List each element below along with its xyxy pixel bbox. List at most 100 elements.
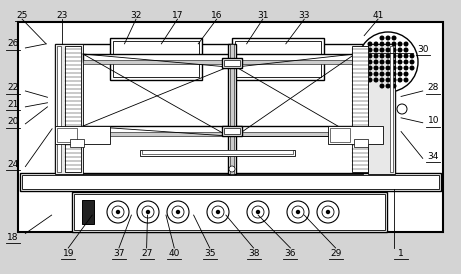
Text: 16: 16 xyxy=(211,11,222,19)
Circle shape xyxy=(397,104,407,114)
Text: 21: 21 xyxy=(7,100,18,109)
Bar xyxy=(235,41,321,77)
Bar xyxy=(72,192,387,232)
Bar xyxy=(368,44,395,174)
Circle shape xyxy=(392,60,396,64)
Circle shape xyxy=(374,72,378,76)
Text: 20: 20 xyxy=(7,118,18,126)
Circle shape xyxy=(362,66,366,70)
Bar xyxy=(83,132,363,136)
Circle shape xyxy=(117,210,119,213)
Text: 29: 29 xyxy=(330,249,341,258)
Text: 1: 1 xyxy=(398,249,404,258)
Circle shape xyxy=(386,84,390,88)
Bar xyxy=(55,44,395,174)
Circle shape xyxy=(374,42,378,46)
Circle shape xyxy=(404,42,408,46)
Circle shape xyxy=(147,210,149,213)
Circle shape xyxy=(386,78,390,82)
Circle shape xyxy=(322,206,334,218)
Circle shape xyxy=(326,210,330,213)
Circle shape xyxy=(177,210,179,213)
Circle shape xyxy=(386,72,390,76)
Circle shape xyxy=(368,42,372,46)
Circle shape xyxy=(380,60,384,64)
Circle shape xyxy=(362,60,366,64)
Circle shape xyxy=(368,78,372,82)
Text: 28: 28 xyxy=(428,83,439,92)
Bar xyxy=(55,44,83,174)
Text: 35: 35 xyxy=(204,249,215,258)
Circle shape xyxy=(386,60,390,64)
Bar xyxy=(18,22,443,232)
Circle shape xyxy=(392,78,396,82)
Circle shape xyxy=(392,72,396,76)
Circle shape xyxy=(404,78,408,82)
Circle shape xyxy=(137,201,159,223)
Bar xyxy=(142,150,293,154)
Circle shape xyxy=(229,166,235,172)
Bar xyxy=(352,46,368,172)
Bar xyxy=(57,128,77,142)
Circle shape xyxy=(398,66,402,70)
Bar xyxy=(140,150,295,156)
Circle shape xyxy=(386,54,390,58)
Bar xyxy=(83,126,363,134)
Text: 22: 22 xyxy=(7,83,18,92)
Circle shape xyxy=(398,42,402,46)
Text: 17: 17 xyxy=(172,11,183,19)
Circle shape xyxy=(247,201,269,223)
Bar xyxy=(74,194,385,230)
Text: 30: 30 xyxy=(418,45,429,54)
Circle shape xyxy=(392,48,396,52)
Circle shape xyxy=(252,206,264,218)
Circle shape xyxy=(380,42,384,46)
Circle shape xyxy=(317,201,339,223)
Bar xyxy=(390,46,393,172)
Circle shape xyxy=(374,66,378,70)
Circle shape xyxy=(368,48,372,52)
Circle shape xyxy=(398,54,402,58)
Bar xyxy=(330,128,350,142)
Circle shape xyxy=(358,32,418,92)
Text: 18: 18 xyxy=(7,233,18,241)
Bar xyxy=(65,46,81,172)
Circle shape xyxy=(392,36,396,40)
Circle shape xyxy=(404,54,408,58)
Bar xyxy=(83,54,363,62)
Circle shape xyxy=(392,66,396,70)
Text: 26: 26 xyxy=(7,39,18,48)
Bar xyxy=(55,126,110,144)
Bar xyxy=(22,175,439,189)
Circle shape xyxy=(410,60,414,64)
Circle shape xyxy=(392,54,396,58)
Text: 34: 34 xyxy=(428,152,439,161)
Circle shape xyxy=(374,60,378,64)
Circle shape xyxy=(386,36,390,40)
Circle shape xyxy=(404,66,408,70)
Text: 31: 31 xyxy=(257,11,268,19)
Bar xyxy=(222,58,242,68)
Circle shape xyxy=(287,201,309,223)
Bar xyxy=(224,128,240,134)
Circle shape xyxy=(368,60,372,64)
Bar xyxy=(82,200,94,224)
Circle shape xyxy=(380,84,384,88)
Circle shape xyxy=(362,54,366,58)
Circle shape xyxy=(212,206,224,218)
Circle shape xyxy=(380,48,384,52)
Circle shape xyxy=(374,54,378,58)
Text: 24: 24 xyxy=(7,160,18,169)
Circle shape xyxy=(142,206,154,218)
Circle shape xyxy=(374,78,378,82)
Bar xyxy=(224,60,240,66)
Bar xyxy=(20,173,441,191)
Text: 36: 36 xyxy=(285,249,296,258)
Circle shape xyxy=(410,66,414,70)
Bar xyxy=(232,38,324,80)
Circle shape xyxy=(398,48,402,52)
Circle shape xyxy=(392,84,396,88)
Circle shape xyxy=(217,210,219,213)
Circle shape xyxy=(386,42,390,46)
Circle shape xyxy=(404,48,408,52)
